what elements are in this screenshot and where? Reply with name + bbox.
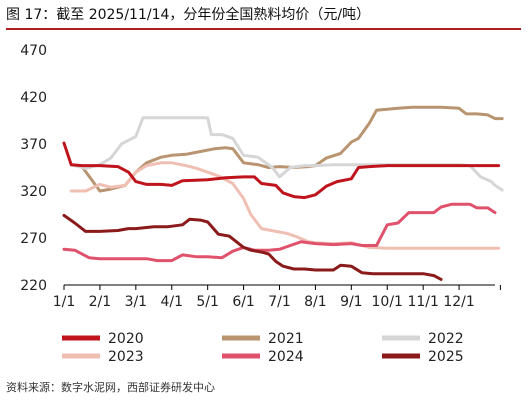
chart-title: 图 17：截至 2025/11/14，分年份全国熟料均价（元/吨） <box>6 7 371 23</box>
y-tick-label: 470 <box>20 43 47 59</box>
x-tick-label: 9/1 <box>340 294 363 310</box>
y-axis-labels: 220 270 320 370 420 470 <box>20 43 47 294</box>
y-tick-label: 420 <box>20 90 47 106</box>
x-tick-label: 8/1 <box>304 294 327 310</box>
x-tick-label: 6/1 <box>232 294 255 310</box>
y-tick-label: 220 <box>20 278 47 294</box>
x-tick-label: 7/1 <box>268 294 291 310</box>
series-line-2025 <box>62 213 443 281</box>
legend-label-2021: 2021 <box>268 331 304 347</box>
series-lines <box>62 105 504 281</box>
x-tick-label: 11/1 <box>407 294 438 310</box>
data-source-note: 资料来源：数字水泥网，西部证券研发中心 <box>6 381 215 394</box>
x-tick-label: 3/1 <box>125 294 148 310</box>
x-tick-label: 2/1 <box>89 294 112 310</box>
x-tick-label: 12/1 <box>443 294 474 310</box>
y-tick-label: 320 <box>20 184 47 200</box>
title-rule <box>6 28 521 30</box>
legend-label-2022: 2022 <box>428 331 464 347</box>
legend-label-2024: 2024 <box>268 349 304 365</box>
legend-label-2025: 2025 <box>428 349 464 365</box>
series-line-2021 <box>69 105 504 193</box>
x-tick-label: 10/1 <box>372 294 403 310</box>
x-tick-label: 1/1 <box>53 294 76 310</box>
x-tick-label: 4/1 <box>160 294 183 310</box>
x-tick-label: 5/1 <box>196 294 219 310</box>
y-tick-label: 370 <box>20 137 47 153</box>
y-tick-label: 270 <box>20 231 47 247</box>
series-line-2024 <box>62 202 497 263</box>
legend: 2020 2021 2022 2023 2024 2025 <box>62 331 464 365</box>
series-line-2020 <box>62 141 501 200</box>
legend-label-2020: 2020 <box>108 331 144 347</box>
x-axis: 1/1 2/1 3/1 4/1 5/1 6/1 7/1 8/1 9/1 10/1 11/1 12/1 <box>53 284 501 310</box>
series-line-2023 <box>69 161 501 250</box>
legend-label-2023: 2023 <box>108 349 144 365</box>
